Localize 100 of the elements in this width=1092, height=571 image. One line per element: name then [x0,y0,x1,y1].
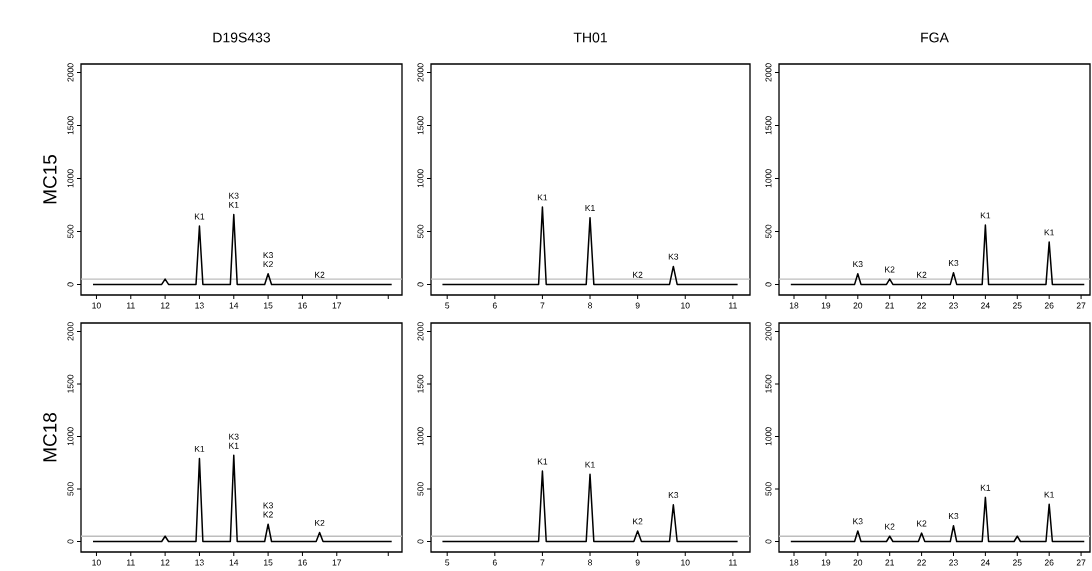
x-tick-label: 23 [949,302,958,309]
x-tick-label: 18 [789,302,799,309]
annotation: K2 [885,523,895,530]
x-tick-label: 21 [885,559,894,566]
x-tick-label: 7 [540,302,545,309]
x-tick-label: 11 [127,559,135,566]
annotation: K3 [948,513,959,520]
y-tick-label: 1000 [67,427,74,446]
x-tick-label: 10 [92,302,101,309]
x-tick-label: 19 [821,302,831,309]
x-tick-label: 10 [681,559,690,566]
annotation: K2 [315,271,325,278]
y-tick-label: 1000 [417,427,424,446]
annotation: K3 [668,253,679,260]
y-tick-label: 1000 [765,169,772,188]
annotation: K2 [917,520,927,527]
y-tick-label: 0 [67,539,74,544]
annotation: K3 [229,433,239,440]
x-tick-label: 10 [92,559,101,566]
y-tick-label: 2000 [67,322,74,341]
x-tick-label: 11 [729,559,737,566]
y-tick-label: 500 [765,482,772,496]
x-tick-label: 23 [949,559,958,566]
x-tick-label: 20 [853,559,863,566]
annotation: K3 [948,260,959,267]
y-tick-label: 1500 [67,116,74,135]
y-tick-label: 1000 [417,169,424,188]
y-axis-title: MC18 [43,412,57,462]
annotation: K3 [668,492,679,499]
x-tick-label: 8 [588,302,593,309]
x-tick-label: 11 [127,302,135,309]
y-tick-label: 500 [765,224,772,239]
annotation: K2 [633,518,643,525]
y-tick-label: 1500 [417,116,424,135]
annotation: K1 [229,201,239,208]
annotation: K3 [263,502,273,509]
y-tick-label: 1500 [67,374,74,393]
chart-title: FGA [921,32,949,43]
x-tick-label: 22 [917,559,926,566]
y-tick-label: 0 [765,282,772,287]
x-tick-label: 27 [1076,559,1086,566]
annotation: K2 [263,261,273,268]
y-tick-label: 500 [417,482,424,496]
y-tick-label: 2000 [417,322,424,341]
x-tick-label: 18 [789,559,799,566]
x-tick-label: 6 [492,302,497,309]
x-tick-label: 22 [917,302,926,309]
x-tick-label: 10 [681,302,690,309]
y-tick-label: 1000 [765,427,772,446]
x-tick-label: 13 [195,559,204,566]
y-tick-label: 1500 [417,374,424,393]
y-tick-label: 0 [417,282,424,287]
x-tick-label: 17 [332,559,342,566]
annotation: K3 [853,261,863,268]
y-tick-label: 500 [67,224,74,239]
y-tick-label: 0 [417,539,424,544]
y-tick-label: 1500 [765,374,772,393]
annotation: K3 [263,252,273,259]
annotation: K2 [315,519,325,526]
y-tick-label: 500 [417,224,424,239]
y-tick-label: 2000 [765,63,772,82]
annotation: K1 [194,213,205,220]
annotation: K1 [585,461,595,468]
x-tick-label: 8 [588,559,593,566]
annotation: K1 [229,442,239,449]
annotation: K2 [633,271,643,278]
y-tick-label: 0 [765,539,772,544]
x-tick-label: 15 [264,559,273,566]
x-tick-label: 7 [540,559,545,566]
x-tick-label: 5 [445,302,450,309]
x-tick-label: 14 [229,302,239,309]
x-tick-label: 26 [1044,559,1054,566]
annotation: K3 [853,518,863,525]
y-tick-label: 1000 [67,169,74,188]
x-tick-label: 27 [1076,302,1086,309]
x-tick-label: 5 [445,559,450,566]
x-tick-label: 9 [635,559,640,566]
x-tick-label: 26 [1044,302,1054,309]
y-tick-label: 2000 [417,63,424,82]
annotation: K2 [917,271,927,278]
annotation: K1 [1044,491,1054,498]
x-tick-label: 13 [195,302,204,309]
x-tick-label: 17 [332,302,342,309]
y-tick-label: 500 [67,482,74,496]
annotation: K1 [1044,229,1054,236]
annotation: K1 [537,194,548,201]
x-tick-label: 14 [229,559,239,566]
annotation: K2 [885,266,895,273]
x-tick-label: 12 [161,302,170,309]
x-tick-label: 24 [981,302,990,309]
y-axis-title: MC15 [43,154,57,204]
annotation: K1 [194,445,205,452]
annotation: K1 [585,205,595,211]
x-tick-label: 16 [298,302,307,309]
x-tick-label: 15 [264,302,273,309]
chart-title: TH01 [573,32,607,43]
x-tick-label: 20 [853,302,863,309]
x-tick-label: 6 [492,559,497,566]
y-tick-label: 0 [67,282,74,287]
x-tick-label: 9 [635,302,640,309]
